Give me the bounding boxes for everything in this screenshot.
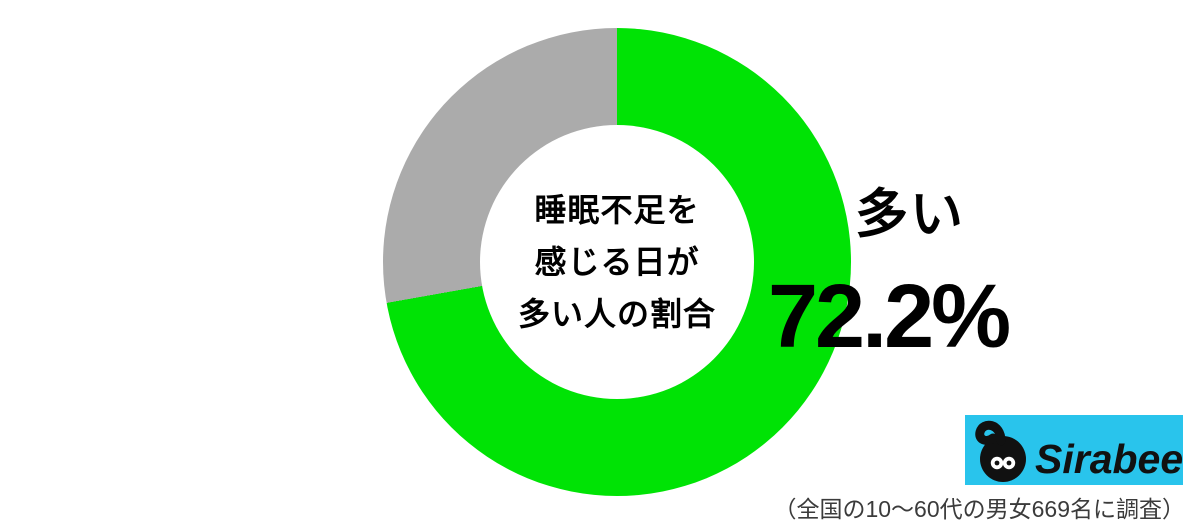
sirabee-logo: Sirabee — [965, 415, 1183, 485]
sirabee-bird-icon — [975, 420, 1026, 482]
donut-center: 睡眠不足を 感じる日が 多い人の割合 — [480, 125, 754, 399]
logo-wordmark: Sirabee — [1035, 436, 1183, 482]
chart-title-line-1: 睡眠不足を — [534, 192, 700, 228]
survey-footnote: （全国の10〜60代の男女669名に調査） — [773, 496, 1185, 522]
slice-label: 多い — [855, 185, 965, 244]
chart-title-line-3: 多い人の割合 — [517, 296, 716, 332]
chart-title-line-2: 感じる日が — [534, 244, 700, 280]
slice-value: 72.2% — [768, 267, 1011, 367]
